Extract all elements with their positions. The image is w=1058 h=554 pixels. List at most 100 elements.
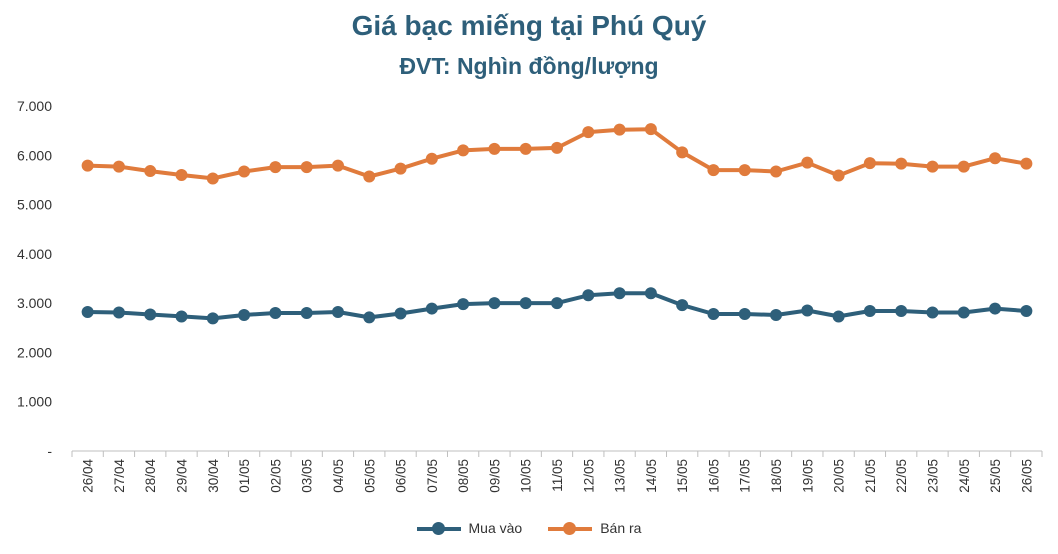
data-point-mua-vao: [863, 305, 876, 318]
data-point-mua-vao: [895, 305, 908, 318]
data-point-ban-ra: [926, 160, 939, 173]
data-point-ban-ra: [957, 160, 970, 173]
data-point-mua-vao: [206, 312, 219, 325]
x-tick-label: 13/05: [613, 459, 628, 493]
y-tick-label: 3.000: [17, 295, 52, 311]
data-point-ban-ra: [300, 161, 313, 174]
x-tick-label: 08/05: [456, 459, 471, 493]
legend-label-mua-vao: Mua vào: [468, 520, 523, 536]
x-tick-label: 14/05: [644, 459, 659, 493]
x-tick-label: 12/05: [581, 459, 596, 493]
data-point-ban-ra: [112, 160, 125, 173]
data-point-mua-vao: [613, 287, 626, 300]
data-point-ban-ra: [144, 165, 157, 178]
data-point-mua-vao: [519, 297, 532, 310]
data-point-mua-vao: [551, 297, 563, 310]
data-point-mua-vao: [582, 289, 595, 302]
x-tick-label: 09/05: [487, 459, 502, 493]
data-point-mua-vao: [144, 308, 157, 321]
data-point-mua-vao: [989, 302, 1002, 315]
data-point-ban-ra: [613, 123, 626, 136]
x-tick-label: 05/05: [362, 459, 377, 493]
data-point-mua-vao: [175, 310, 188, 323]
data-point-mua-vao: [957, 306, 970, 319]
data-point-ban-ra: [676, 146, 689, 159]
x-tick-label: 26/04: [81, 459, 96, 493]
data-point-ban-ra: [863, 157, 876, 170]
data-point-ban-ra: [519, 142, 532, 155]
x-tick-label: 03/05: [300, 459, 315, 493]
x-tick-label: 19/05: [800, 459, 815, 493]
data-point-ban-ra: [707, 164, 720, 177]
data-point-mua-vao: [644, 287, 657, 300]
data-point-ban-ra: [269, 161, 282, 174]
data-point-mua-vao: [770, 308, 783, 321]
x-tick-label: 26/05: [1019, 459, 1034, 493]
x-tick-label: 10/05: [519, 459, 534, 493]
x-tick-label: 18/05: [769, 459, 784, 493]
data-point-ban-ra: [644, 123, 657, 136]
data-point-mua-vao: [112, 306, 125, 319]
data-point-mua-vao: [363, 311, 376, 324]
data-point-mua-vao: [425, 302, 438, 315]
data-point-ban-ra: [488, 142, 501, 155]
y-tick-label: 7.000: [17, 98, 52, 114]
x-tick-label: 15/05: [675, 459, 690, 493]
data-point-ban-ra: [1020, 157, 1033, 170]
data-point-mua-vao: [81, 306, 94, 319]
data-point-ban-ra: [895, 157, 908, 170]
chart-subtitle: ĐVT: Nghìn đồng/lượng: [399, 53, 659, 79]
x-tick-label: 04/05: [331, 459, 346, 493]
legend-swatch-ban-ra: [548, 521, 593, 535]
x-tick-label: 27/04: [112, 459, 127, 493]
data-point-mua-vao: [801, 304, 814, 317]
legend-item-ban-ra: Bán ra: [548, 520, 641, 536]
legend-swatch-mua-vao: [416, 521, 461, 535]
x-tick-label: 07/05: [425, 459, 440, 493]
data-point-ban-ra: [832, 169, 845, 182]
data-point-ban-ra: [425, 152, 438, 165]
data-point-mua-vao: [1020, 305, 1033, 318]
data-point-mua-vao: [300, 307, 313, 319]
data-point-ban-ra: [801, 156, 814, 169]
data-point-ban-ra: [331, 159, 344, 172]
data-point-mua-vao: [269, 307, 282, 319]
x-tick-label: 29/04: [175, 459, 190, 493]
x-tick-label: 23/05: [925, 459, 940, 493]
legend: Mua vào Bán ra: [0, 520, 1058, 536]
y-tick-label: 5.000: [17, 197, 52, 213]
data-point-ban-ra: [582, 126, 595, 139]
x-tick-label: 11/05: [550, 459, 565, 492]
data-point-ban-ra: [81, 159, 94, 172]
x-tick-label: 25/05: [988, 459, 1003, 493]
y-tick-label: -: [47, 443, 52, 459]
x-tick-label: 02/05: [268, 459, 283, 493]
data-point-mua-vao: [238, 308, 251, 321]
y-tick-label: 6.000: [17, 147, 52, 163]
data-point-ban-ra: [770, 165, 783, 178]
x-tick-label: 21/05: [863, 459, 878, 493]
data-point-ban-ra: [551, 141, 563, 154]
x-tick-label: 01/05: [237, 459, 252, 493]
data-point-mua-vao: [331, 306, 344, 319]
data-point-mua-vao: [707, 307, 720, 320]
x-tick-label: 20/05: [832, 459, 847, 493]
data-point-ban-ra: [175, 169, 188, 181]
data-point-mua-vao: [488, 297, 501, 310]
data-point-mua-vao: [457, 298, 470, 311]
x-tick-label: 17/05: [738, 459, 753, 493]
y-tick-label: 2.000: [17, 344, 52, 360]
data-point-mua-vao: [676, 299, 689, 312]
x-tick-label: 24/05: [957, 459, 972, 493]
data-point-mua-vao: [738, 307, 751, 320]
x-tick-label: 16/05: [706, 459, 721, 493]
data-point-ban-ra: [363, 170, 376, 183]
y-tick-label: 4.000: [17, 246, 52, 262]
chart-title: Giá bạc miếng tại Phú Quý: [351, 10, 707, 41]
data-point-ban-ra: [738, 164, 751, 177]
x-tick-label: 28/04: [143, 459, 158, 493]
x-tick-label: 22/05: [894, 459, 909, 493]
data-point-mua-vao: [926, 306, 939, 319]
data-point-mua-vao: [394, 307, 407, 320]
